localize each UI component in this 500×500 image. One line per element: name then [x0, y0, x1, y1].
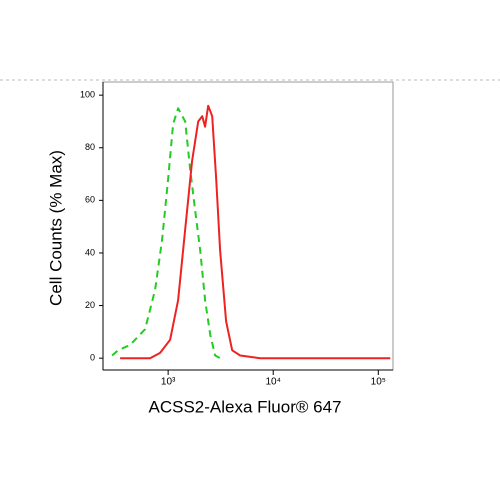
- y-tick-label: 60: [85, 195, 95, 205]
- y-tick-label: 20: [85, 300, 95, 310]
- x-tick-label: 10³: [161, 377, 176, 388]
- plot-frame: [102, 81, 394, 371]
- x-tick-label: 10⁴: [266, 377, 281, 388]
- y-tick-label: 80: [85, 142, 95, 152]
- histogram-line: [111, 107, 221, 360]
- x-axis-label: ACSS2-Alexa Fluor® 647: [148, 397, 341, 416]
- y-tick-label: 40: [85, 247, 95, 257]
- x-tick-label: 10⁵: [371, 377, 386, 388]
- y-axis-label: Cell Counts (% Max): [46, 150, 65, 306]
- histogram-line: [120, 104, 391, 360]
- y-tick-label: 100: [80, 90, 95, 100]
- y-tick-label: 0: [90, 353, 95, 363]
